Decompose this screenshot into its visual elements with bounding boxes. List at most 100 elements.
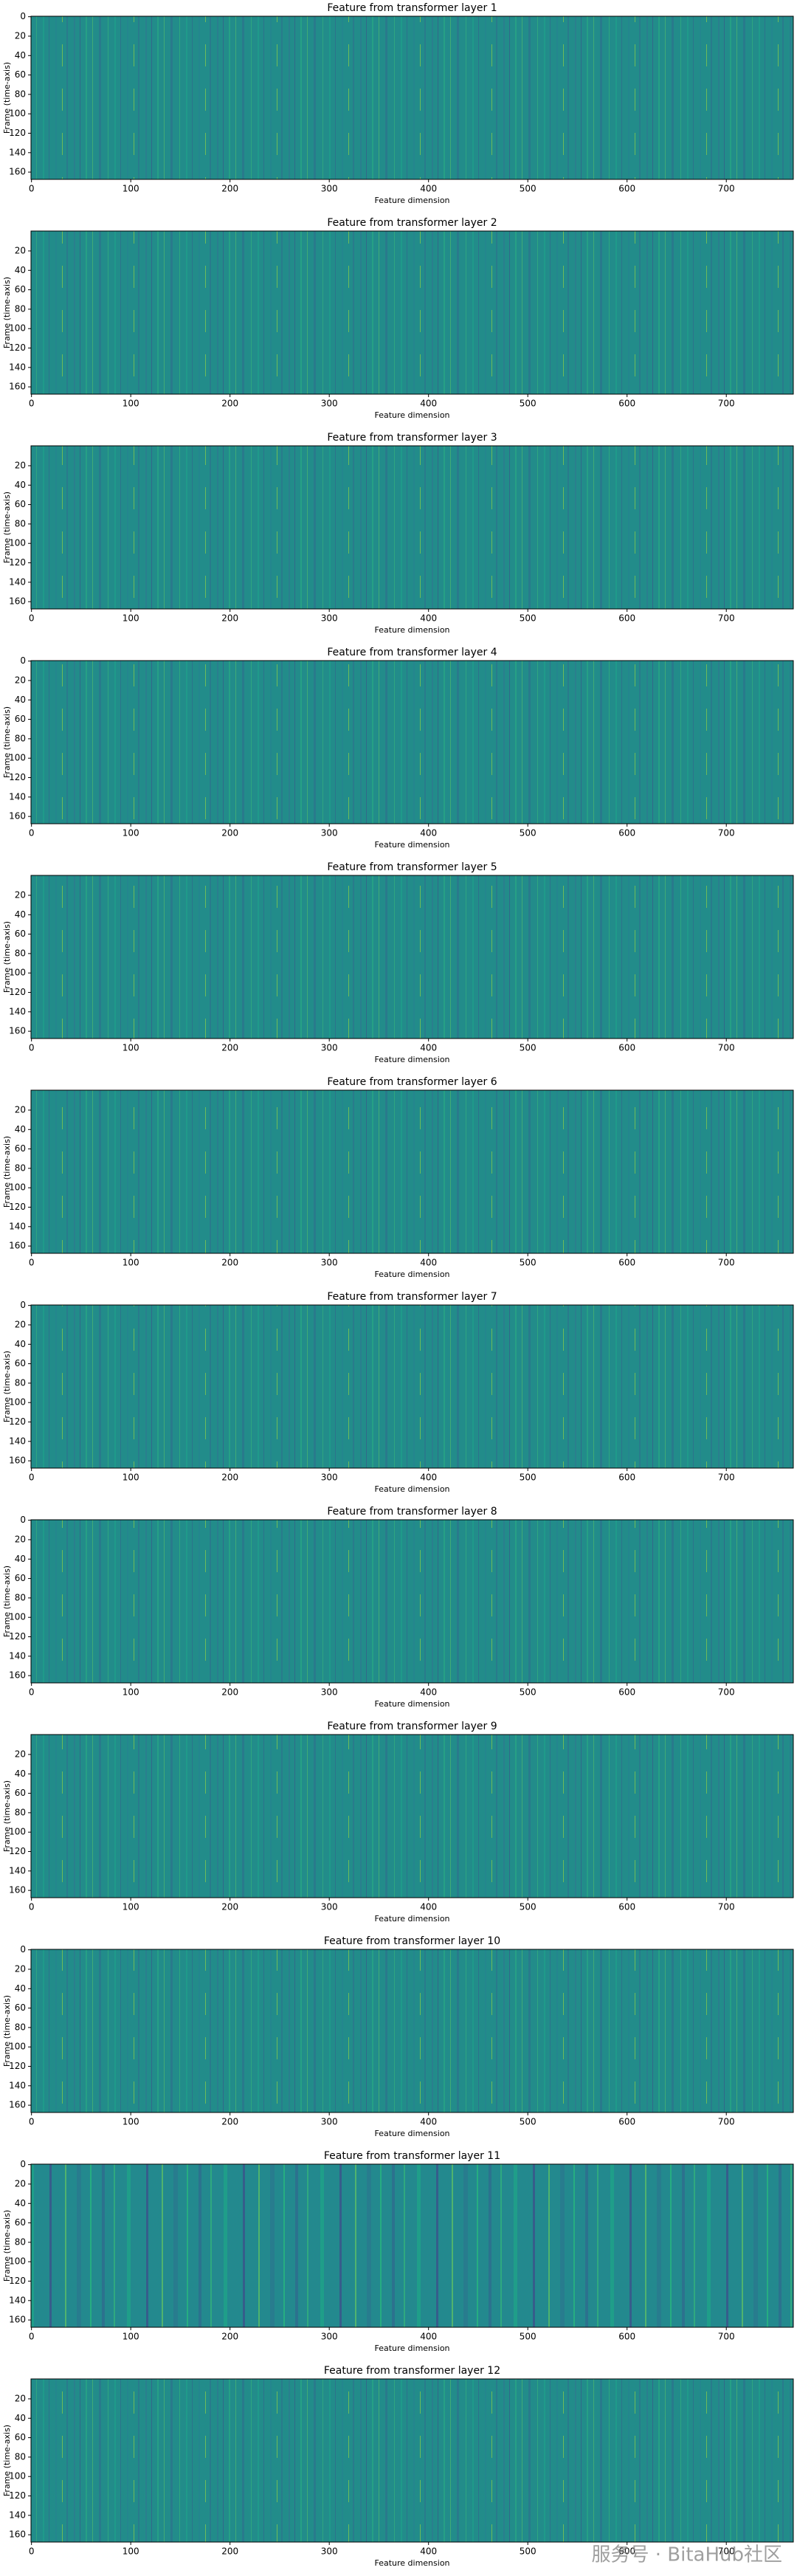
y-tick-label: 60 — [15, 69, 26, 80]
x-tick-label: 100 — [123, 1043, 139, 1053]
y-tick-label: 140 — [9, 2510, 26, 2520]
chart-title: Feature from transformer layer 11 — [324, 2150, 500, 2162]
chart-title: Feature from transformer layer 9 — [327, 1721, 497, 1732]
y-tick-label: 120 — [9, 557, 26, 568]
y-tick-label: 120 — [9, 1631, 26, 1642]
x-tick-label: 200 — [221, 184, 238, 194]
x-tick-label: 0 — [29, 1258, 35, 1268]
y-tick-label: 0 — [20, 2159, 26, 2169]
x-tick-label: 400 — [420, 1902, 437, 1912]
x-tick-label: 300 — [321, 184, 338, 194]
x-tick-label: 100 — [123, 613, 139, 624]
y-tick-label: 20 — [15, 30, 26, 41]
y-tick-label: 80 — [15, 2022, 26, 2032]
x-tick-label: 500 — [520, 1687, 536, 1698]
y-axis-label: Frame (time-axis) — [2, 62, 12, 134]
y-tick-label: 40 — [15, 1769, 26, 1779]
x-tick-label: 600 — [618, 1258, 635, 1268]
x-tick-label: 300 — [321, 399, 338, 409]
y-tick-label: 0 — [20, 11, 26, 21]
y-tick-label: 140 — [9, 2080, 26, 2090]
y-tick-label: 40 — [15, 1124, 26, 1134]
y-tick-label: 160 — [9, 1026, 26, 1036]
x-tick-label: 200 — [221, 613, 238, 624]
x-tick-label: 0 — [29, 2546, 35, 2557]
x-tick-label: 500 — [520, 1258, 536, 1268]
y-tick-label: 100 — [9, 2471, 26, 2482]
x-tick-label: 200 — [221, 828, 238, 838]
x-tick-label: 500 — [520, 2117, 536, 2127]
x-axis-label: Feature dimension — [374, 1699, 449, 1709]
chart-title: Feature from transformer layer 7 — [327, 1291, 497, 1303]
y-tick-label: 60 — [15, 1143, 26, 1154]
plot-frame — [30, 875, 794, 1039]
x-tick-label: 100 — [123, 2546, 139, 2557]
x-tick-label: 700 — [718, 1043, 735, 1053]
x-tick-label: 300 — [321, 2546, 338, 2557]
heatmap-image — [31, 1520, 793, 1683]
x-tick-label: 700 — [718, 2332, 735, 2342]
y-tick-label: 140 — [9, 1006, 26, 1016]
x-tick-label: 600 — [618, 613, 635, 624]
y-tick-label: 80 — [15, 1163, 26, 1173]
x-tick-label: 300 — [321, 828, 338, 838]
x-tick-label: 400 — [420, 613, 437, 624]
y-tick-label: 40 — [15, 695, 26, 705]
x-tick-label: 0 — [29, 1473, 35, 1483]
y-axis-label: Frame (time-axis) — [2, 2210, 12, 2281]
x-tick-label: 400 — [420, 828, 437, 838]
y-tick-label: 40 — [15, 480, 26, 490]
x-tick-label: 300 — [321, 1258, 338, 1268]
y-tick-label: 160 — [9, 2100, 26, 2110]
y-tick-label: 120 — [9, 1846, 26, 1856]
x-tick-label: 400 — [420, 1258, 437, 1268]
x-tick-label: 200 — [221, 1687, 238, 1698]
chart-title: Feature from transformer layer 8 — [327, 1506, 497, 1518]
x-tick-label: 100 — [123, 2332, 139, 2342]
x-tick-label: 500 — [520, 184, 536, 194]
watermark: 服务号 · BitaHub社区 — [591, 2544, 782, 2566]
y-tick-label: 60 — [15, 284, 26, 295]
y-tick-label: 100 — [9, 753, 26, 763]
heatmap-image — [31, 1949, 793, 2112]
x-tick-label: 700 — [718, 1473, 735, 1483]
x-tick-label: 700 — [718, 1258, 735, 1268]
x-tick-label: 0 — [29, 399, 35, 409]
y-tick-label: 60 — [15, 1573, 26, 1583]
x-tick-label: 600 — [618, 399, 635, 409]
x-axis-label: Feature dimension — [374, 1270, 449, 1279]
y-tick-label: 20 — [15, 1319, 26, 1329]
y-tick-label: 100 — [9, 1612, 26, 1622]
x-tick-label: 400 — [420, 2117, 437, 2127]
y-tick-label: 0 — [20, 1944, 26, 1955]
x-tick-label: 400 — [420, 1687, 437, 1698]
y-tick-label: 140 — [9, 362, 26, 372]
y-tick-label: 40 — [15, 265, 26, 275]
heatmap-image — [31, 446, 793, 609]
y-tick-label: 160 — [9, 596, 26, 607]
y-tick-label: 20 — [15, 245, 26, 255]
y-tick-label: 60 — [15, 2002, 26, 2013]
y-tick-label: 20 — [15, 1963, 26, 1974]
x-tick-label: 700 — [718, 613, 735, 624]
x-tick-label: 400 — [420, 399, 437, 409]
x-tick-label: 200 — [221, 1258, 238, 1268]
y-tick-label: 120 — [9, 2061, 26, 2071]
y-tick-label: 160 — [9, 1885, 26, 1895]
y-axis-label: Frame (time-axis) — [2, 2425, 12, 2496]
x-tick-label: 200 — [221, 1902, 238, 1912]
y-tick-label: 100 — [9, 2042, 26, 2052]
chart-title: Feature from transformer layer 5 — [327, 861, 497, 873]
y-tick-label: 120 — [9, 2490, 26, 2501]
y-tick-label: 160 — [9, 811, 26, 822]
x-tick-label: 700 — [718, 2117, 735, 2127]
x-tick-label: 0 — [29, 2117, 35, 2127]
x-tick-label: 600 — [618, 1473, 635, 1483]
y-tick-label: 100 — [9, 2256, 26, 2267]
x-tick-label: 0 — [29, 828, 35, 838]
plot-frame — [30, 2378, 794, 2543]
y-tick-label: 80 — [15, 2451, 26, 2462]
y-tick-label: 160 — [9, 382, 26, 392]
x-axis-label: Feature dimension — [374, 625, 449, 635]
y-tick-label: 120 — [9, 1202, 26, 1212]
